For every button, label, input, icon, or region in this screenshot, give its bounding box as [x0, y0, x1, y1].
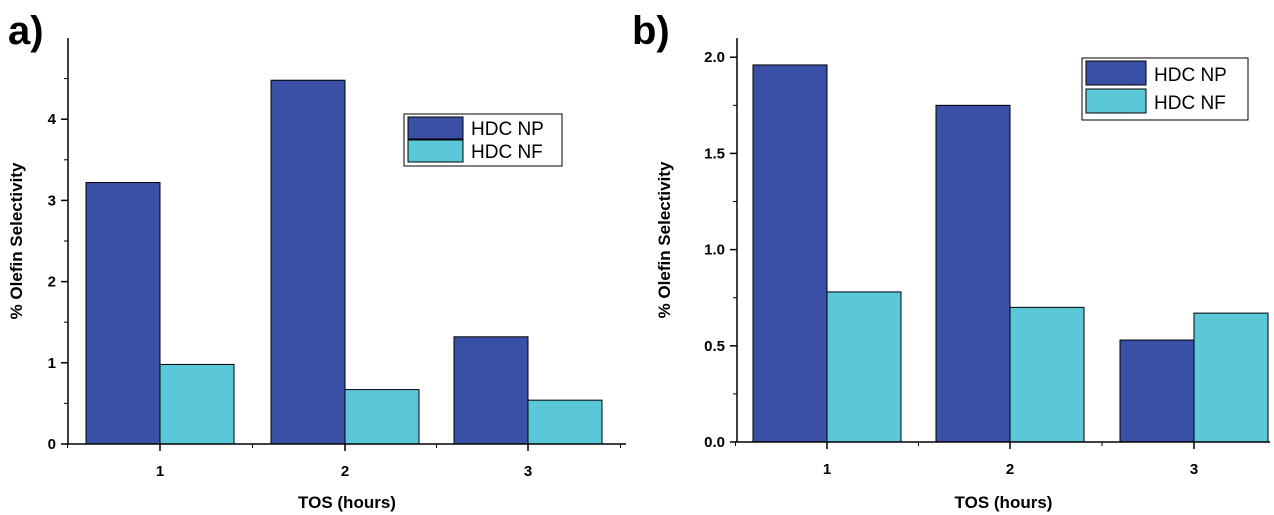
y-axis-title: % Olefin Selectivity: [7, 162, 26, 319]
bar-nf-2: [344, 389, 420, 445]
legend-swatch-nf: [407, 139, 464, 163]
y-tick-label: 2: [48, 274, 56, 291]
y-tick-label: 1.0: [704, 242, 725, 259]
bar-nf-1: [826, 291, 902, 443]
bar-np-3: [1119, 339, 1195, 443]
bar-np-1: [752, 64, 828, 443]
x-tick-label: 3: [1190, 461, 1198, 478]
x-tick-label: 1: [823, 461, 831, 478]
panel-label: a): [8, 9, 44, 53]
legend-label-np: HDC NP: [471, 119, 544, 140]
bar-nf-3: [527, 399, 603, 445]
y-tick-label: 1: [48, 355, 56, 372]
y-tick-label: 2.0: [704, 49, 725, 66]
legend-swatch-np: [407, 116, 464, 140]
bar-np-2: [935, 104, 1011, 443]
bar-np-2: [270, 79, 346, 445]
bar-nf-2: [1009, 306, 1085, 443]
legend-label-np: HDC NP: [1154, 65, 1227, 86]
panel-label: b): [632, 9, 670, 53]
y-tick-label: 1.5: [704, 145, 725, 162]
y-axis-title: % Olefin Selectivity: [655, 161, 674, 318]
bar-nf-1: [159, 363, 235, 445]
x-tick-label: 2: [341, 463, 349, 480]
legend-swatch-nf: [1085, 88, 1147, 114]
bar-nf-3: [1193, 312, 1269, 443]
y-tick-label: 0: [48, 436, 56, 453]
x-tick-label: 2: [1006, 461, 1014, 478]
legend-swatch-np: [1085, 60, 1147, 86]
x-tick-label: 3: [524, 463, 532, 480]
y-tick-label: 0.5: [704, 338, 725, 355]
legend-label-nf: HDC NF: [1154, 93, 1226, 114]
y-tick-label: 3: [48, 192, 56, 209]
legend-label-nf: HDC NF: [471, 142, 543, 163]
bar-np-3: [453, 336, 529, 445]
bar-np-1: [85, 182, 161, 445]
y-tick-label: 4: [48, 111, 57, 128]
x-axis-title: TOS (hours): [298, 493, 396, 512]
x-axis-title: TOS (hours): [955, 493, 1053, 512]
x-tick-label: 1: [156, 463, 164, 480]
y-tick-label: 0.0: [704, 434, 725, 451]
